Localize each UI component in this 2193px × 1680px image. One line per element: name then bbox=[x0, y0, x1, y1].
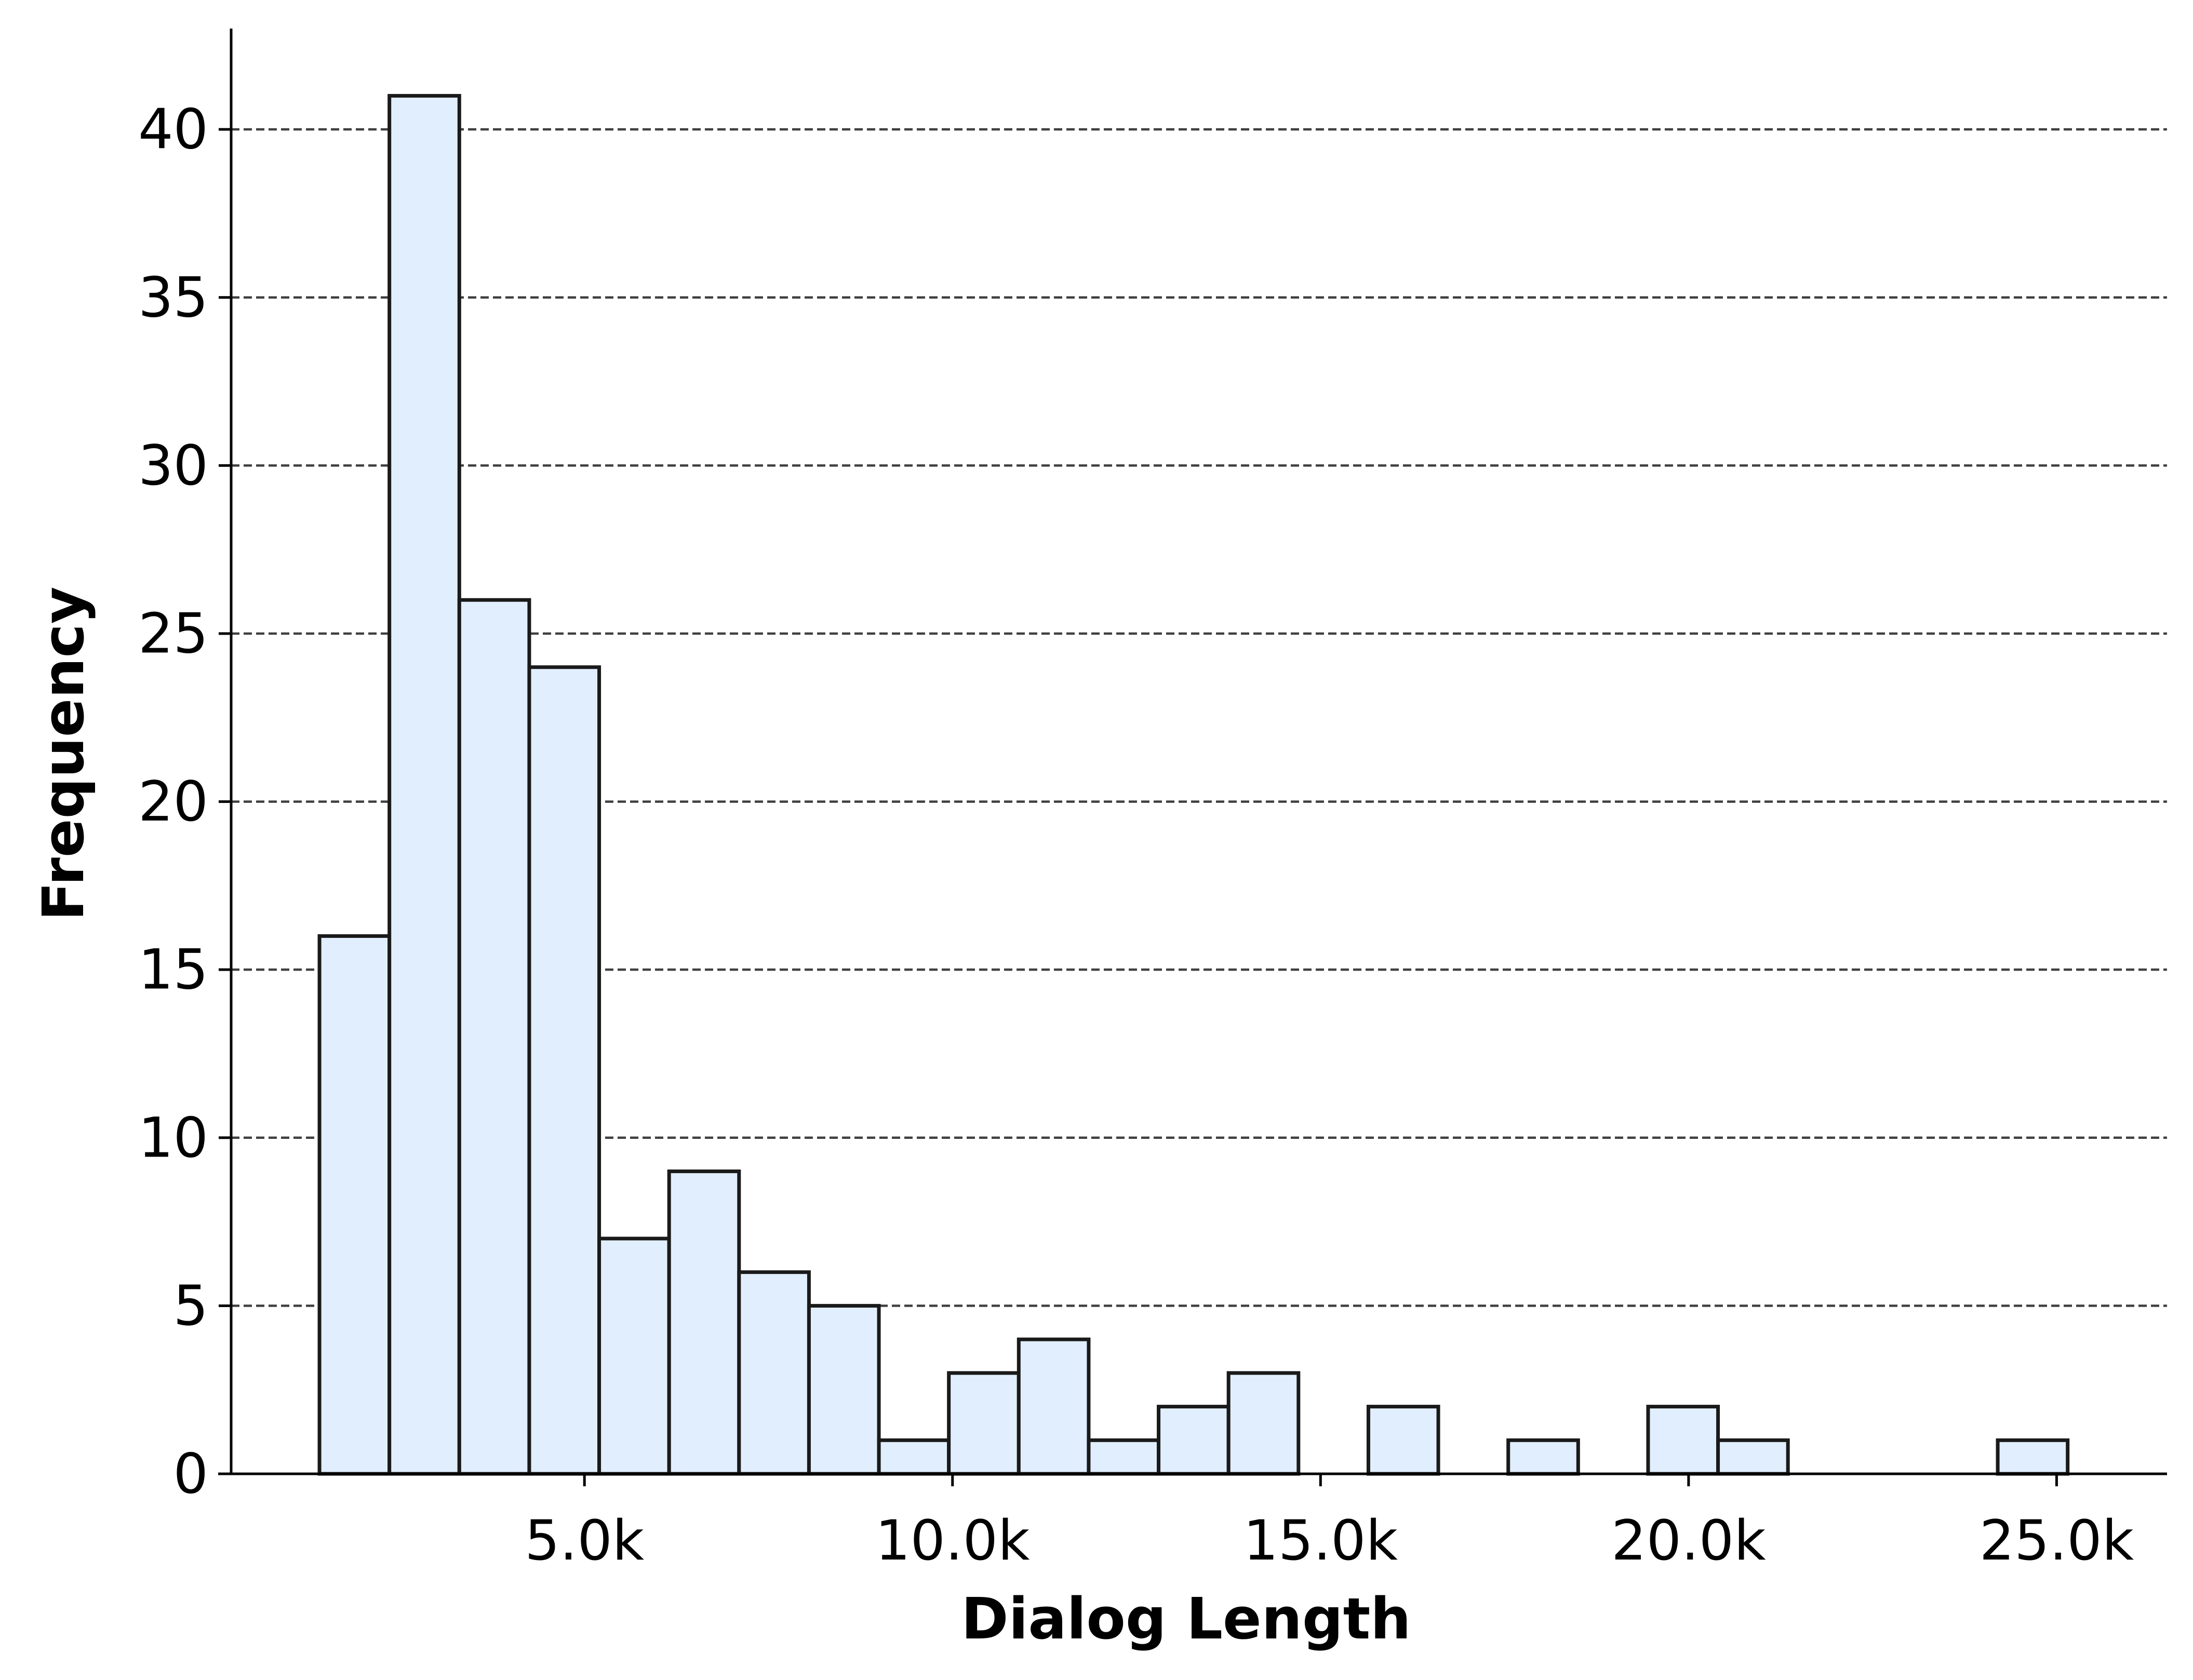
histogram-bar-2 bbox=[457, 598, 531, 1476]
histogram-bar-3 bbox=[527, 665, 601, 1476]
x-tick-label-5.0k: 5.0k bbox=[525, 1509, 645, 1573]
histogram-bar-13 bbox=[1226, 1371, 1301, 1476]
y-tick-label-40: 40 bbox=[138, 98, 208, 162]
histogram-bar-1 bbox=[387, 93, 461, 1476]
axes bbox=[218, 29, 2167, 1475]
histogram-bar-10 bbox=[1017, 1337, 1091, 1476]
gridlines bbox=[231, 128, 2167, 1307]
y-tick-label-0: 0 bbox=[173, 1442, 208, 1506]
x-tick-label-10.0k: 10.0k bbox=[875, 1509, 1030, 1573]
x-axis-ticks: 5.0k 10.0k 15.0k 20.0k 25.0k bbox=[525, 1474, 2134, 1573]
y-tick-label-5: 5 bbox=[173, 1274, 208, 1338]
histogram-bar-24 bbox=[1996, 1438, 2070, 1476]
x-tick-label-20.0k: 20.0k bbox=[1611, 1509, 1766, 1573]
y-tick-label-10: 10 bbox=[138, 1106, 208, 1170]
x-tick-label-25.0k: 25.0k bbox=[1980, 1509, 2134, 1573]
histogram-bar-4 bbox=[597, 1237, 671, 1476]
y-axis-title: Frequency bbox=[30, 587, 97, 921]
y-axis-ticks: 0 5 10 15 20 25 30 35 40 bbox=[138, 98, 231, 1506]
histogram-bar-15 bbox=[1366, 1405, 1440, 1476]
y-tick-label-25: 25 bbox=[138, 601, 208, 665]
y-tick-label-30: 30 bbox=[138, 434, 208, 498]
y-tick-label-20: 20 bbox=[138, 770, 208, 834]
histogram-bar-5 bbox=[667, 1170, 741, 1476]
histogram-bar-17 bbox=[1506, 1438, 1580, 1476]
histogram-bar-11 bbox=[1087, 1438, 1161, 1476]
y-tick-label-35: 35 bbox=[138, 265, 208, 329]
y-tick-label-15: 15 bbox=[138, 938, 208, 1002]
histogram-bar-8 bbox=[877, 1438, 951, 1476]
histogram-bar-7 bbox=[807, 1303, 881, 1476]
histogram-bar-6 bbox=[737, 1270, 811, 1476]
x-axis-title: Dialog Length bbox=[961, 1585, 1411, 1652]
histogram-bars bbox=[317, 93, 2070, 1476]
histogram-bar-0 bbox=[317, 934, 392, 1476]
histogram-bar-12 bbox=[1157, 1405, 1231, 1476]
histogram-bar-20 bbox=[1716, 1438, 1790, 1476]
x-tick-label-15.0k: 15.0k bbox=[1243, 1509, 1398, 1573]
histogram-bar-9 bbox=[947, 1371, 1021, 1476]
histogram-bar-19 bbox=[1646, 1405, 1720, 1476]
